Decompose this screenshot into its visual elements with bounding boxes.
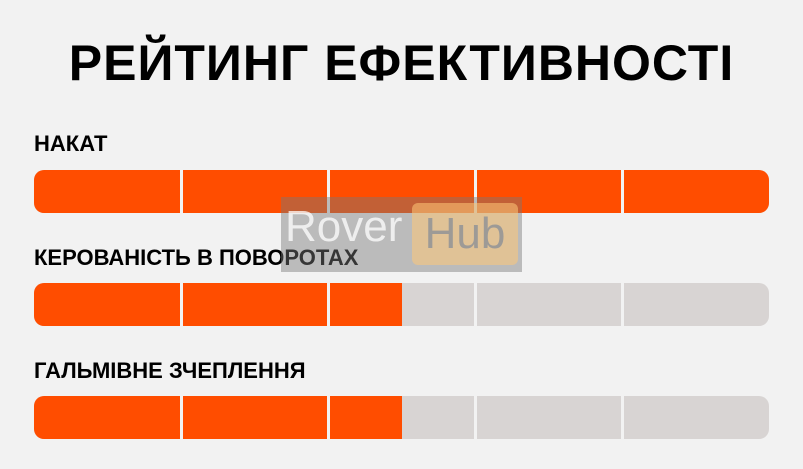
page-title: РЕЙТИНГ ЕФЕКТИВНОСТІ: [68, 35, 735, 91]
rating-fill: [34, 170, 769, 213]
segment-divider: [621, 283, 624, 326]
rating-label: КЕРОВАНІСТЬ В ПОВОРОТАХ: [34, 245, 359, 270]
rating-fill: [34, 396, 402, 439]
rating-bar: [34, 396, 769, 439]
watermark: Rover Hub: [281, 197, 522, 272]
rating-bar: [34, 283, 769, 326]
segment-divider: [474, 170, 477, 213]
watermark-badge: Hub: [412, 203, 518, 265]
rating-fill: [34, 283, 402, 326]
rating-label: НАКАТ: [34, 131, 108, 156]
segment-divider: [621, 396, 624, 439]
segment-divider: [621, 170, 624, 213]
segment-divider: [180, 170, 183, 213]
segment-divider: [327, 283, 330, 326]
segment-divider: [327, 170, 330, 213]
segment-divider: [474, 396, 477, 439]
segment-divider: [474, 283, 477, 326]
rating-bar: [34, 170, 769, 213]
segment-divider: [180, 396, 183, 439]
segment-divider: [180, 283, 183, 326]
watermark-text: Rover: [285, 202, 403, 251]
rating-label: ГАЛЬМІВНЕ ЗЧЕПЛЕННЯ: [34, 358, 306, 383]
segment-divider: [327, 396, 330, 439]
